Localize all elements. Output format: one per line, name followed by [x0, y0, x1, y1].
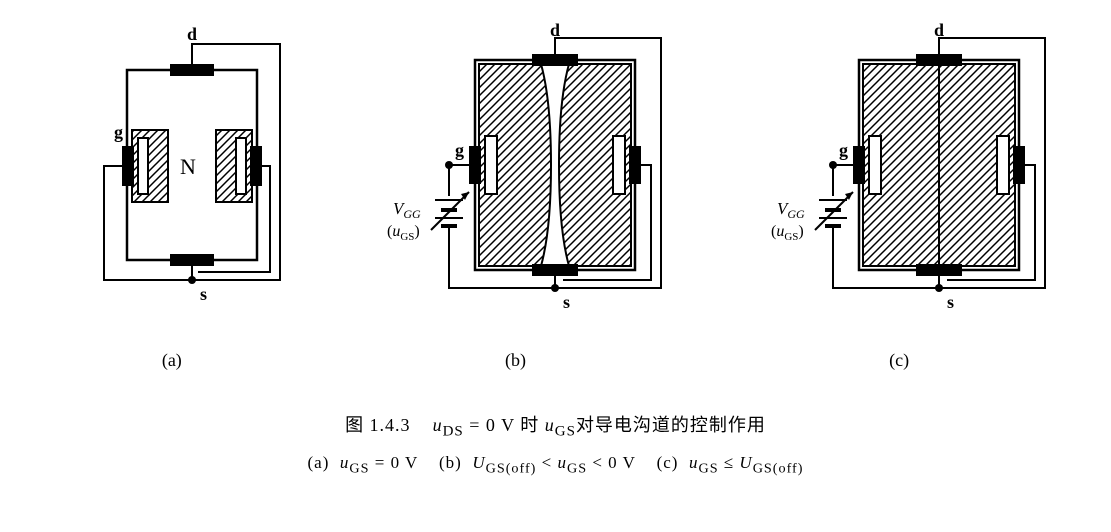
gate-inner-left: [869, 136, 881, 194]
gate-contact-left: [122, 146, 134, 186]
gate-inner-right: [236, 138, 246, 194]
gate-inner-right: [613, 136, 625, 194]
gate-contact-right: [629, 146, 641, 184]
cap2-b-m2: < 0 V: [587, 453, 636, 472]
cap2-b-m1: <: [536, 453, 557, 472]
label-ugs-paren: (uGS): [771, 223, 804, 243]
cap2-c-label: (c): [657, 453, 679, 472]
panel-c-svg: d g s VGG (uGS): [739, 20, 1059, 320]
label-n: N: [180, 154, 196, 179]
label-g: g: [455, 140, 464, 160]
cap2-a-rest: = 0 V: [370, 453, 419, 472]
cap2-a-sub: GS: [349, 460, 369, 476]
figure-container: d g s N (a): [20, 20, 1091, 477]
panel-c-label: (c): [889, 350, 909, 371]
cap-var2: u: [545, 415, 555, 435]
cap2-b-s1: GS(off): [486, 460, 537, 476]
gate-contact-right: [1013, 146, 1025, 184]
gate-inner-left: [485, 136, 497, 194]
panel-b-label: (b): [505, 350, 526, 371]
gate-contact-right: [250, 146, 262, 186]
cap2-c-s2: GS(off): [753, 460, 804, 476]
cap2-b-v1: U: [472, 453, 485, 472]
panel-a-svg: d g s N: [52, 20, 292, 320]
source-contact: [170, 254, 214, 266]
cap-sub1: DS: [443, 424, 464, 440]
label-d: d: [550, 20, 560, 40]
label-s: s: [947, 292, 954, 312]
label-d: d: [187, 24, 197, 44]
node-gate: [829, 161, 837, 169]
gate-contact-left: [469, 146, 481, 184]
label-d: d: [934, 20, 944, 40]
cap2-b-s2: GS: [567, 460, 587, 476]
cap2-b-v2: u: [557, 453, 567, 472]
panel-c: d g s VGG (uGS) (c): [739, 20, 1059, 371]
diagrams-row: d g s N (a): [20, 20, 1091, 371]
wire-gate-to-batt: [449, 165, 469, 196]
wire-gate-to-batt: [833, 165, 853, 196]
label-ugs-paren: (uGS): [387, 223, 420, 243]
cap-sub2: GS: [555, 424, 576, 440]
label-vgg: VGG: [777, 199, 805, 221]
panel-b: d g s VGG (uGS) (b): [355, 20, 675, 371]
gate-inner-left: [138, 138, 148, 194]
label-vgg: VGG: [393, 199, 421, 221]
panel-a-label: (a): [162, 350, 182, 371]
figure-caption-main: 图 1.4.3 uDS = 0 V 时 uGS对导电沟道的控制作用: [345, 411, 766, 441]
gate-inner-right: [997, 136, 1009, 194]
source-contact: [532, 264, 578, 276]
panel-a: d g s N (a): [52, 20, 292, 371]
cap2-c-mid: ≤: [719, 453, 740, 472]
cap2-c-v2: U: [739, 453, 752, 472]
drain-contact: [532, 54, 578, 66]
node-source: [935, 284, 943, 292]
cap-post: 对导电沟道的控制作用: [576, 415, 766, 435]
fig-number: 图 1.4.3: [345, 415, 411, 435]
source-contact: [916, 264, 962, 276]
cap-mid: = 0 V 时: [464, 415, 545, 435]
drain-contact: [170, 64, 214, 76]
label-g: g: [114, 122, 123, 142]
cap2-a-label: (a): [308, 453, 330, 472]
cap-var1: u: [433, 415, 443, 435]
label-s: s: [563, 292, 570, 312]
node-source: [188, 276, 196, 284]
cap2-c-s1: GS: [698, 460, 718, 476]
label-s: s: [200, 284, 207, 304]
label-g: g: [839, 140, 848, 160]
cap2-a-var: u: [340, 453, 350, 472]
figure-caption-sub: (a) uGS = 0 V (b) UGS(off) < uGS < 0 V (…: [308, 453, 804, 477]
node-gate: [445, 161, 453, 169]
panel-b-svg: d g s VGG (uGS): [355, 20, 675, 320]
drain-contact: [916, 54, 962, 66]
cap2-b-label: (b): [439, 453, 462, 472]
gate-contact-left: [853, 146, 865, 184]
node-source: [551, 284, 559, 292]
